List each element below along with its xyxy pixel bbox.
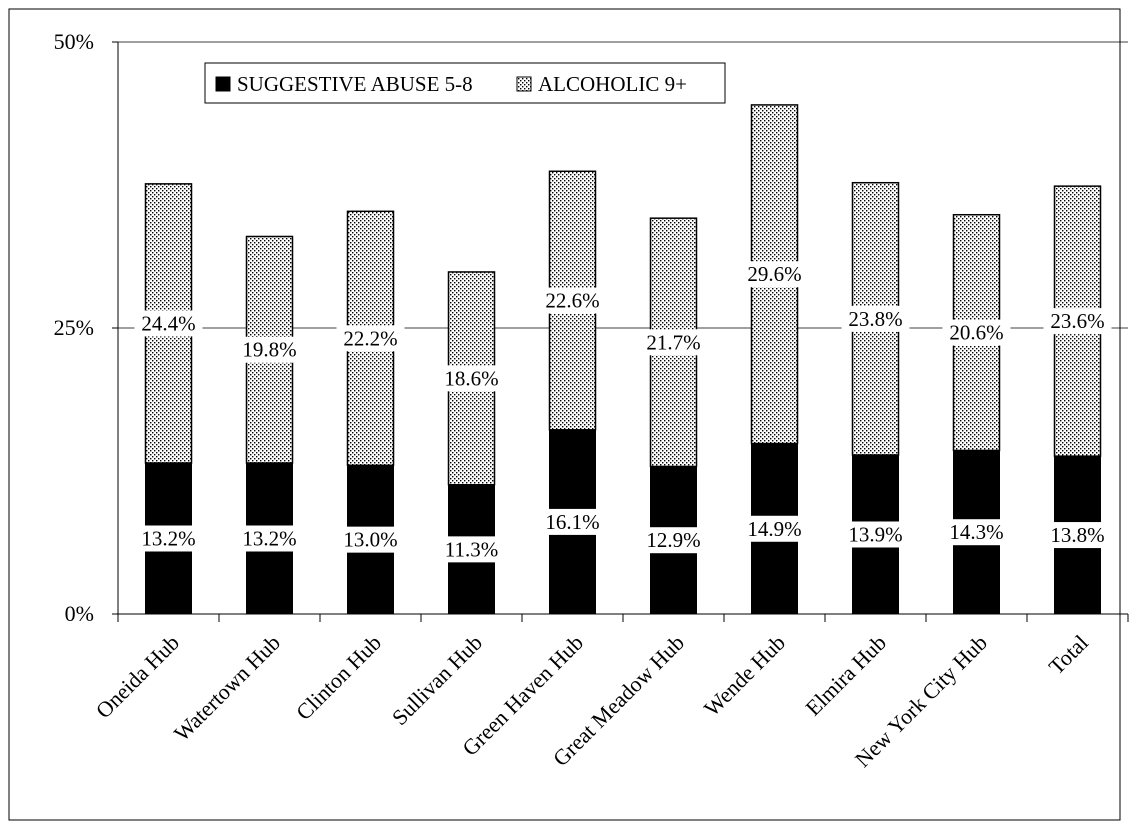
legend-box (204, 62, 726, 104)
data-label-suggestive-abuse: 12.9% (646, 528, 700, 552)
data-label-bg (336, 325, 405, 352)
data-label-bg (134, 525, 203, 552)
data-label-suggestive-abuse: 13.0% (343, 528, 397, 552)
data-label-suggestive-abuse: 13.8% (1050, 523, 1104, 547)
data-label-bg (639, 329, 708, 356)
data-label-bg (841, 305, 910, 332)
data-label-alcoholic: 29.6% (747, 262, 801, 286)
data-label-suggestive-abuse: 14.3% (949, 520, 1003, 544)
data-label-bg (134, 310, 203, 337)
data-label-suggestive-abuse: 14.9% (747, 517, 801, 541)
data-label-bg (1043, 522, 1112, 549)
data-label-bg (942, 319, 1011, 346)
y-tick-label: 50% (54, 29, 94, 54)
data-label-suggestive-abuse: 13.9% (848, 522, 902, 546)
data-label-bg (336, 526, 405, 553)
y-tick-label: 0% (65, 601, 94, 626)
legend-label-alcoholic: ALCOHOLIC 9+ (538, 72, 687, 96)
data-label-bg (437, 365, 506, 392)
data-label-suggestive-abuse: 13.2% (242, 526, 296, 550)
data-label-alcoholic: 18.6% (444, 366, 498, 390)
data-label-bg (639, 527, 708, 554)
data-label-alcoholic: 22.6% (545, 289, 599, 313)
data-label-bg (437, 536, 506, 563)
data-label-alcoholic: 24.4% (141, 311, 195, 335)
data-label-bg (1043, 308, 1112, 335)
data-label-bg (235, 525, 304, 552)
data-label-alcoholic: 20.6% (949, 321, 1003, 345)
data-label-bg (538, 508, 607, 535)
data-label-suggestive-abuse: 16.1% (545, 510, 599, 534)
data-label-bg (942, 519, 1011, 546)
legend-swatch-suggestive-abuse (215, 76, 231, 92)
data-label-bg (740, 515, 809, 542)
data-label-alcoholic: 21.7% (646, 330, 700, 354)
data-label-alcoholic: 23.8% (848, 307, 902, 331)
legend-swatch-alcoholic (516, 76, 532, 92)
data-label-alcoholic: 22.2% (343, 326, 397, 350)
data-label-bg (235, 336, 304, 363)
data-label-suggestive-abuse: 13.2% (141, 526, 195, 550)
data-label-alcoholic: 19.8% (242, 338, 296, 362)
y-tick-label: 25% (54, 315, 94, 340)
data-label-alcoholic: 23.6% (1050, 309, 1104, 333)
legend-label-suggestive-abuse: SUGGESTIVE ABUSE 5-8 (237, 72, 473, 96)
data-label-suggestive-abuse: 11.3% (445, 537, 498, 561)
data-label-bg (841, 521, 910, 548)
data-label-bg (740, 261, 809, 288)
data-label-bg (538, 287, 607, 314)
